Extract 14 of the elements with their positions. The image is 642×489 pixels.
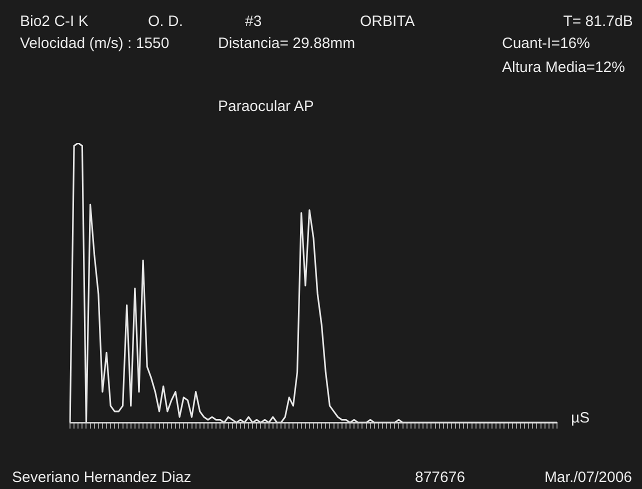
text: #3 [245, 13, 262, 30]
text: Bio2 C-I K [20, 13, 88, 30]
text: T= 81.7dB [563, 13, 633, 30]
text: Mar./07/2006 [544, 469, 632, 486]
text: 877676 [415, 469, 466, 486]
text: ORBITA [360, 13, 415, 30]
x-axis-title: µS [571, 410, 590, 427]
text: Cuant-I=16% [502, 35, 590, 52]
text: Velocidad (m/s) : 1550 [20, 35, 170, 52]
text: O. D. [148, 13, 184, 30]
text: Paraocular AP [218, 98, 314, 115]
text: Distancia= 29.88mm [218, 35, 356, 52]
text: Altura Media=12% [502, 59, 625, 76]
text: Severiano Hernandez Diaz [12, 469, 192, 486]
